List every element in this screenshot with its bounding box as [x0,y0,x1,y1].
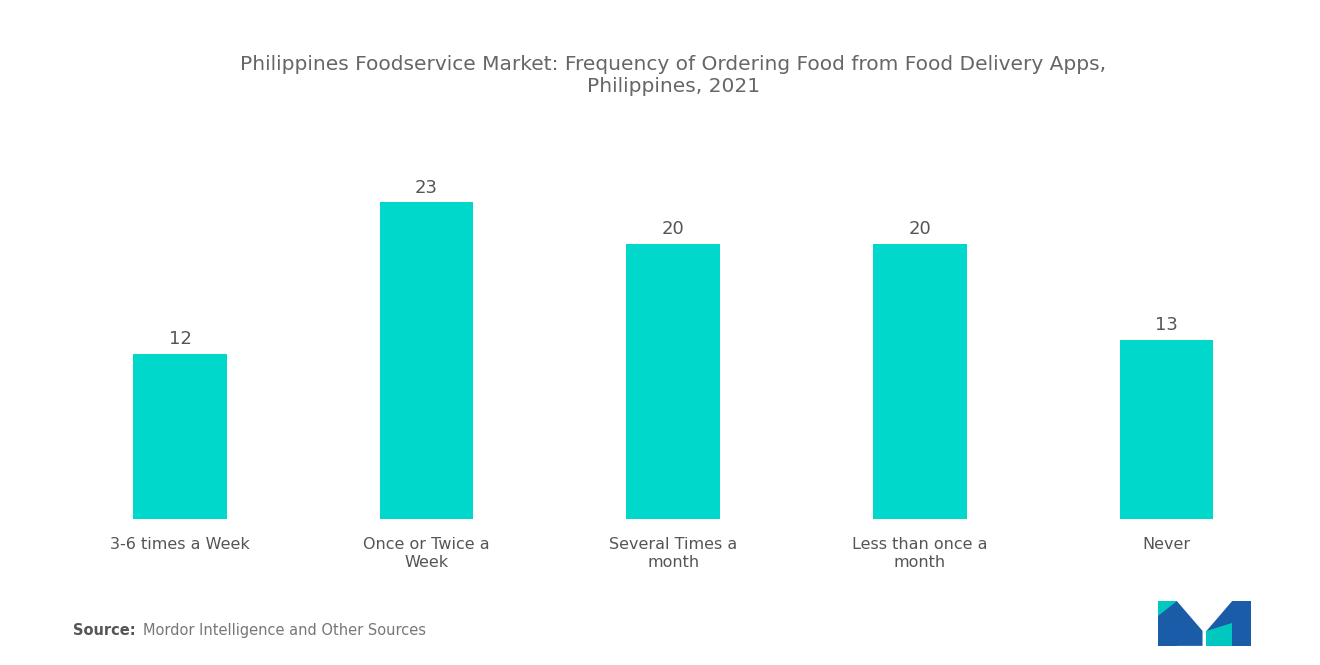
Title: Philippines Foodservice Market: Frequency of Ordering Food from Food Delivery Ap: Philippines Foodservice Market: Frequenc… [240,55,1106,96]
Polygon shape [1177,601,1203,646]
Polygon shape [1233,601,1251,646]
Text: Source:: Source: [73,623,135,638]
Bar [1119,340,1213,519]
Text: 13: 13 [1155,317,1177,334]
Bar [380,202,474,519]
Bar [133,354,227,519]
Polygon shape [1158,601,1177,616]
Text: 23: 23 [414,179,438,197]
Polygon shape [1206,601,1233,646]
Polygon shape [1158,601,1177,646]
Polygon shape [1206,624,1233,646]
Bar [873,243,966,519]
Bar [627,243,719,519]
Text: 12: 12 [169,330,191,348]
Text: 20: 20 [661,220,685,238]
Text: 20: 20 [908,220,931,238]
Text: Mordor Intelligence and Other Sources: Mordor Intelligence and Other Sources [143,623,425,638]
